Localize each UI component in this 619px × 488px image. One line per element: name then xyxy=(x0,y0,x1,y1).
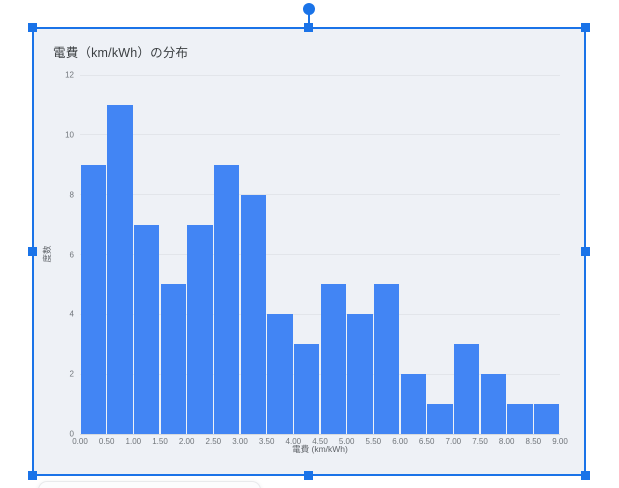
histogram-bar-2.00–2.50[interactable] xyxy=(187,224,213,434)
x-tick-label: 0.00 xyxy=(72,437,88,446)
x-tick-label: 3.00 xyxy=(232,437,248,446)
histogram-bar-8.50–9.00[interactable] xyxy=(534,404,560,434)
x-axis-title: 電費 (km/kWh) xyxy=(292,444,348,454)
histogram-bar-1.50–2.00[interactable] xyxy=(160,284,186,434)
x-tick-label: 0.50 xyxy=(98,437,115,446)
y-axis-title: 度数 xyxy=(42,245,52,263)
histogram-bar-6.50–7.00[interactable] xyxy=(427,404,453,434)
gridline-y-8 xyxy=(80,194,560,196)
selection-handle-e[interactable] xyxy=(581,247,590,256)
gridline-y-4 xyxy=(80,313,560,315)
x-tick-label: 2.50 xyxy=(205,437,222,446)
selection-rotate-handle[interactable] xyxy=(303,3,315,15)
histogram-bar-4.00–4.50[interactable] xyxy=(294,344,320,434)
x-tick-label: 9.00 xyxy=(552,437,568,446)
histogram-bar-6.00–6.50[interactable] xyxy=(400,374,426,434)
x-tick-label: 4.00 xyxy=(285,437,302,446)
selection-handle-sw[interactable] xyxy=(28,471,37,480)
selection-handle-nw[interactable] xyxy=(28,23,37,32)
x-tick-label: 3.50 xyxy=(258,437,275,446)
histogram-bar-3.50–4.00[interactable] xyxy=(267,314,293,434)
x-tick-label: 1.00 xyxy=(125,437,142,446)
x-tick-label: 8.00 xyxy=(498,437,515,446)
histogram-bar-2.50–3.00[interactable] xyxy=(214,164,240,434)
y-tick-label: 8 xyxy=(69,190,74,200)
gridline-y-10 xyxy=(80,134,560,136)
histogram-bar-4.50–5.00[interactable] xyxy=(320,284,346,434)
y-tick-label: 4 xyxy=(69,309,74,319)
x-tick-label: 5.00 xyxy=(338,437,355,446)
x-tick-label: 4.50 xyxy=(312,437,328,446)
x-tick-label: 1.50 xyxy=(152,437,168,446)
y-tick-label: 0 xyxy=(69,429,74,439)
selection-handle-stem xyxy=(308,13,310,29)
gridline-y-2 xyxy=(80,373,560,375)
selection-handle-s[interactable] xyxy=(304,471,313,480)
histogram-bar-3.00–3.50[interactable] xyxy=(240,194,266,434)
selection-handle-ne[interactable] xyxy=(581,23,590,32)
x-tick-label: 2.00 xyxy=(178,437,195,446)
plot-area: 0 2 4 6 8 10 12 0.00 0.50 1.00 1.50 2.00 2.50 3.00 3.5… xyxy=(65,71,568,447)
histogram-bar-7.00–7.50[interactable] xyxy=(454,344,480,434)
x-tick-label: 5.50 xyxy=(365,437,382,446)
x-tick-label: 6.50 xyxy=(418,437,435,446)
histogram-bar-1.00–1.50[interactable] xyxy=(134,224,160,434)
x-tick-label: 8.50 xyxy=(525,437,542,446)
gridline-y-6 xyxy=(80,254,560,255)
selection-handle-w[interactable] xyxy=(28,247,37,256)
selection-handle-se[interactable] xyxy=(581,471,590,480)
histogram-bar-0.00–0.50[interactable] xyxy=(80,164,106,434)
y-tick-label: 6 xyxy=(69,250,74,259)
y-tick-label: 10 xyxy=(65,130,74,140)
histogram-bar-7.50–8.00[interactable] xyxy=(480,374,506,434)
x-tick-label: 7.50 xyxy=(472,437,488,446)
x-tick-label: 6.00 xyxy=(392,437,408,446)
floating-panel-top-edge xyxy=(38,481,261,488)
histogram-bar-5.50–6.00[interactable] xyxy=(374,284,400,434)
embedded-chart[interactable]: 電費（km/kWh）の分布 度数 0 2 4 6 8 10 12 0.00 0.50 1.00 1.… xyxy=(33,28,585,475)
x-tick-label: 7.00 xyxy=(445,437,462,446)
chart-title: 電費（km/kWh）の分布 xyxy=(53,46,189,60)
gridline-y-0 xyxy=(80,433,560,435)
selection-handle-n[interactable] xyxy=(304,23,313,32)
histogram-bar-0.50–1.00[interactable] xyxy=(107,104,133,434)
gridline-y-12 xyxy=(80,74,560,76)
y-tick-label: 2 xyxy=(69,369,74,379)
histogram-bar-8.00–8.50[interactable] xyxy=(507,404,533,434)
y-tick-label: 12 xyxy=(65,70,74,80)
histogram-bar-5.00–5.50[interactable] xyxy=(347,314,373,434)
